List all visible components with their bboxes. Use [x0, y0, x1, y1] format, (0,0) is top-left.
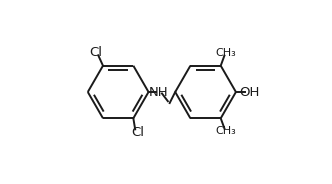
Text: CH₃: CH₃: [215, 126, 236, 136]
Text: NH: NH: [149, 86, 168, 98]
Text: OH: OH: [239, 86, 259, 98]
Text: Cl: Cl: [90, 46, 103, 59]
Text: CH₃: CH₃: [215, 48, 236, 58]
Text: Cl: Cl: [131, 126, 144, 139]
